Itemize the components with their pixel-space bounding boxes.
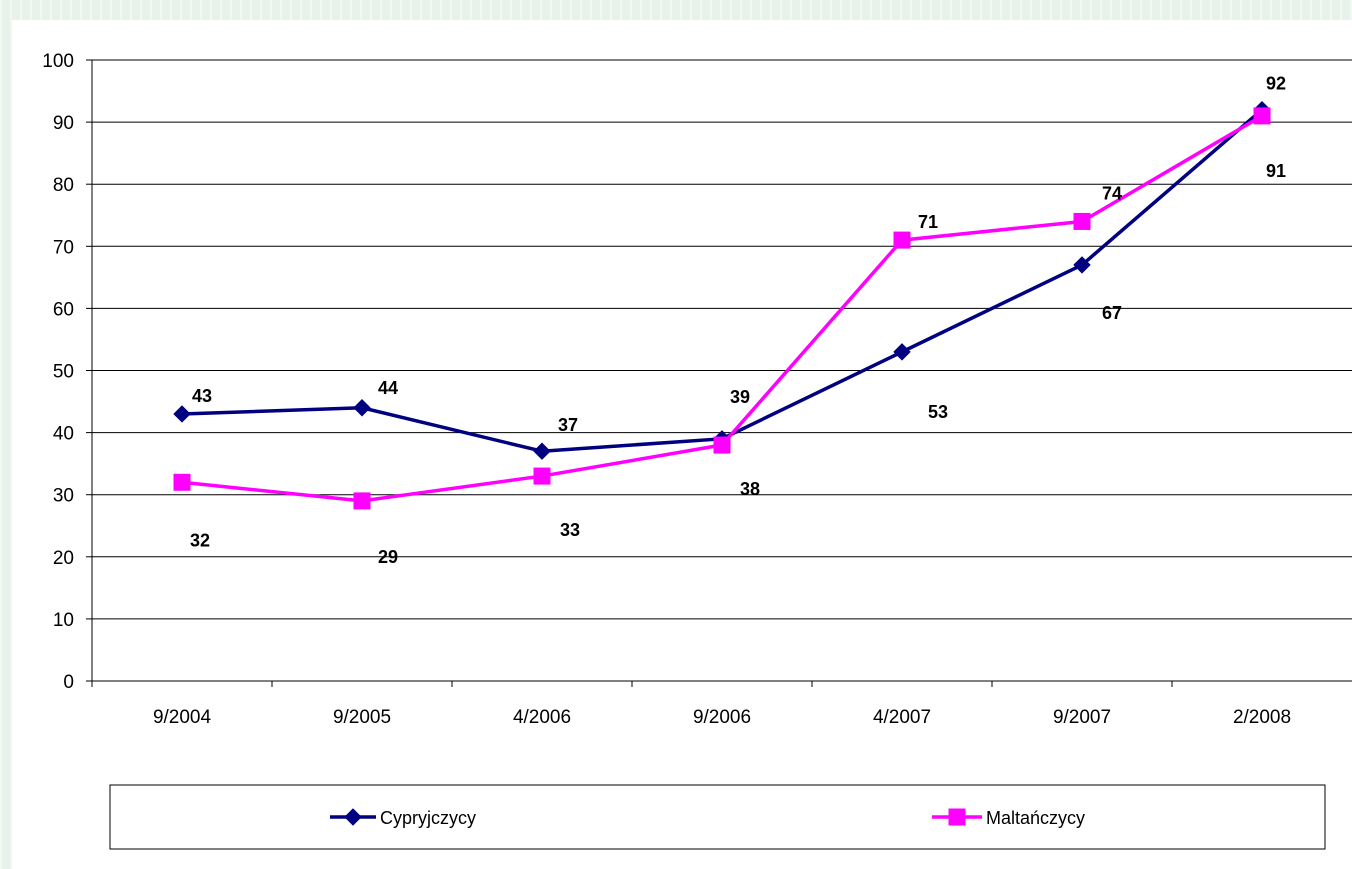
data-label: 37 — [558, 415, 578, 435]
data-label: 53 — [928, 402, 948, 422]
data-point — [173, 405, 191, 423]
x-tick-label: 4/2007 — [873, 707, 931, 728]
series-cypryjczycy — [173, 100, 1271, 460]
gridlines — [92, 59, 1352, 620]
legend-box — [109, 784, 1326, 850]
data-point — [1253, 107, 1271, 125]
y-tick-label: 10 — [53, 610, 74, 631]
legend: Cypryjczycy Maltańczycy — [109, 784, 1326, 850]
chart-panel — [12, 20, 1352, 869]
y-tick-label: 90 — [53, 113, 74, 134]
data-label: 92 — [1266, 74, 1286, 94]
x-tick-label: 9/2006 — [693, 707, 751, 728]
data-label: 91 — [1266, 161, 1286, 181]
legend-marker — [344, 808, 362, 826]
axes — [86, 59, 1352, 687]
data-point — [173, 473, 191, 491]
y-tick-label: 20 — [53, 548, 74, 569]
data-point — [893, 343, 911, 361]
data-point — [353, 492, 371, 510]
series — [173, 100, 1271, 510]
y-tick-label: 80 — [53, 175, 74, 196]
data-label: 74 — [1102, 183, 1122, 203]
data-label: 67 — [1102, 303, 1122, 323]
legend-label: Cypryjczycy — [380, 808, 476, 828]
data-point — [893, 231, 911, 249]
y-tick-label: 50 — [53, 362, 74, 383]
x-tick-label: 4/2006 — [513, 707, 571, 728]
x-tick-label: 2/2008 — [1233, 707, 1291, 728]
y-tick-label: 30 — [53, 486, 74, 507]
data-label: 44 — [378, 378, 398, 398]
y-tick-label: 70 — [53, 237, 74, 258]
legend-item-maltanczycy: Maltańczycy — [932, 808, 1085, 828]
y-tick-label: 60 — [53, 299, 74, 320]
x-tick-label: 9/2007 — [1053, 707, 1111, 728]
x-axis-tick-labels: 9/2004 9/2005 4/2006 9/2006 4/2007 9/2007 2/20… — [153, 707, 1291, 728]
x-tick-label: 9/2005 — [333, 707, 391, 728]
data-labels: 43 44 37 39 53 67 92 32 29 33 38 71 74 91 — [190, 74, 1286, 567]
y-tick-label: 40 — [53, 424, 74, 445]
legend-label: Maltańczycy — [986, 808, 1085, 828]
data-point — [1073, 212, 1091, 230]
data-point — [713, 436, 731, 454]
series-line — [181, 108, 1264, 453]
data-point — [1073, 256, 1091, 274]
data-label: 38 — [740, 479, 760, 499]
data-label: 71 — [918, 212, 938, 232]
y-axis-tick-labels: 0 10 20 30 40 50 60 70 80 90 100 — [42, 51, 74, 693]
data-point — [353, 399, 371, 417]
legend-marker — [948, 808, 966, 826]
data-label: 39 — [730, 387, 750, 407]
series-maltanczycy — [173, 107, 1271, 510]
y-tick-label: 0 — [63, 672, 74, 693]
data-label: 29 — [378, 547, 398, 567]
data-label: 43 — [192, 386, 212, 406]
legend-item-cypryjczycy: Cypryjczycy — [330, 808, 476, 828]
y-tick-label: 100 — [42, 51, 74, 72]
x-tick-label: 9/2004 — [153, 707, 212, 728]
data-label: 33 — [560, 520, 580, 540]
data-point — [533, 467, 551, 485]
data-label: 32 — [190, 530, 210, 550]
data-point — [533, 442, 551, 460]
